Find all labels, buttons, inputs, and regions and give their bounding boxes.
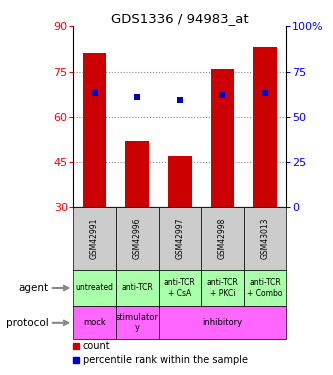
Bar xyxy=(201,270,244,306)
Text: GSM43013: GSM43013 xyxy=(260,218,270,259)
Bar xyxy=(116,270,159,306)
Bar xyxy=(73,306,116,339)
Text: mock: mock xyxy=(83,318,106,327)
Bar xyxy=(159,207,201,270)
Text: protocol: protocol xyxy=(6,318,49,328)
Text: GSM42997: GSM42997 xyxy=(175,218,184,259)
Text: inhibitory: inhibitory xyxy=(202,318,242,327)
Text: anti-TCR
+ CsA: anti-TCR + CsA xyxy=(164,278,196,298)
Bar xyxy=(244,207,286,270)
Text: GSM42996: GSM42996 xyxy=(133,218,142,259)
Bar xyxy=(244,270,286,306)
Text: agent: agent xyxy=(18,283,49,293)
Text: GSM42998: GSM42998 xyxy=(218,218,227,259)
Text: untreated: untreated xyxy=(76,284,114,292)
Bar xyxy=(83,53,106,207)
Bar xyxy=(116,306,159,339)
Text: anti-TCR: anti-TCR xyxy=(121,284,153,292)
Text: anti-TCR
+ Combo: anti-TCR + Combo xyxy=(247,278,283,298)
Text: GSM42991: GSM42991 xyxy=(90,218,99,259)
Title: GDS1336 / 94983_at: GDS1336 / 94983_at xyxy=(111,12,249,25)
Text: percentile rank within the sample: percentile rank within the sample xyxy=(83,356,248,365)
Text: anti-TCR
+ PKCi: anti-TCR + PKCi xyxy=(206,278,238,298)
Bar xyxy=(159,306,286,339)
Bar xyxy=(73,207,116,270)
Bar xyxy=(73,270,116,306)
Bar xyxy=(159,270,201,306)
Bar xyxy=(253,47,277,207)
Bar xyxy=(201,207,244,270)
Text: stimulator
y: stimulator y xyxy=(116,313,159,333)
Bar xyxy=(126,141,149,207)
Bar xyxy=(211,69,234,207)
Bar xyxy=(168,156,191,207)
Text: count: count xyxy=(83,341,111,351)
Bar xyxy=(116,207,159,270)
